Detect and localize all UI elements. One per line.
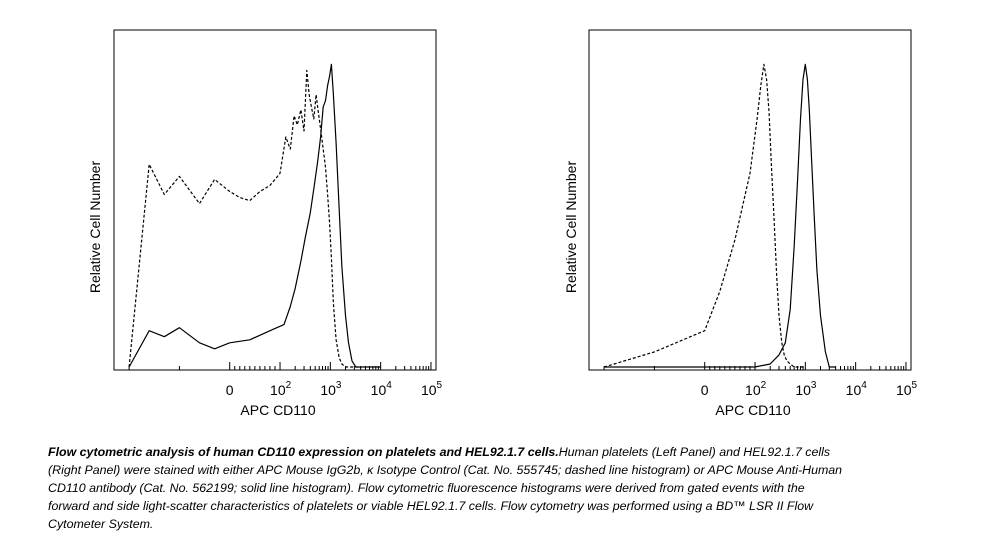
x-tick-label: 102: [745, 380, 767, 398]
cd110-antibody-histogram: [604, 63, 836, 368]
x-tick-label: 0: [701, 382, 709, 398]
cd110-antibody-histogram: [128, 63, 381, 368]
x-tick-label: 103: [320, 380, 342, 398]
x-tick-label: 105: [896, 380, 918, 398]
plot-frame: [113, 29, 437, 371]
figure-caption: Flow cytometric analysis of human CD110 …: [48, 443, 848, 533]
left-histogram-panel: 0 102 103 104 105 APC CD110 Relative Cell Numb…: [87, 29, 443, 418]
right-histogram-panel: 0 102 103 104 105 APC CD110 Relative Cell Numb…: [563, 29, 918, 418]
x-tick-label: 0: [226, 382, 234, 398]
isotype-control-histogram: [128, 69, 361, 368]
x-axis-label: APC CD110: [715, 402, 790, 418]
x-tick-label: 104: [371, 380, 393, 398]
x-tick-label: 105: [421, 380, 443, 398]
isotype-control-histogram: [603, 63, 806, 368]
figure-panels: 0 102 103 104 105 APC CD110 Relative Cell Numb…: [87, 29, 918, 418]
y-axis-label: Relative Cell Number: [563, 161, 579, 294]
caption-body: Human platelets (Left Panel) and HEL92.1…: [48, 445, 843, 531]
x-axis-label: APC CD110: [240, 402, 315, 418]
x-tick-label: 102: [270, 380, 292, 398]
x-tick-label: 103: [795, 380, 817, 398]
caption-title: Flow cytometric analysis of human CD110 …: [48, 445, 559, 459]
y-axis-label: Relative Cell Number: [87, 161, 103, 294]
plot-frame: [588, 29, 912, 371]
x-tick-label: 104: [846, 380, 868, 398]
